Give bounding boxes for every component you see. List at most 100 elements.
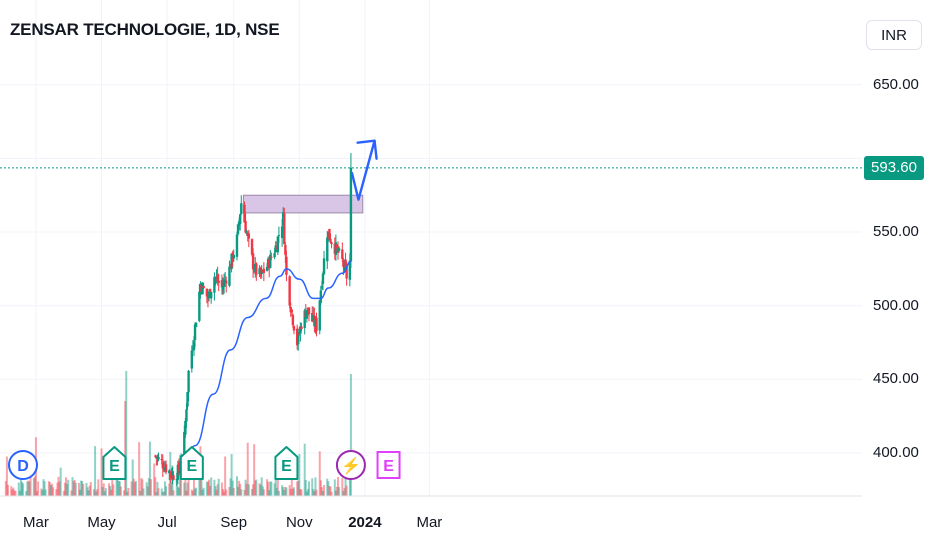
volume-bar xyxy=(202,487,205,496)
volume-bar xyxy=(37,481,40,496)
volume-bar xyxy=(214,486,217,496)
candle-body xyxy=(262,268,266,273)
marker-letter: ⚡ xyxy=(341,456,361,475)
volume-bar xyxy=(47,481,50,496)
volume-bar xyxy=(79,489,82,496)
volume-bar xyxy=(141,479,144,496)
volume-bar xyxy=(268,490,271,496)
volume-bar xyxy=(288,485,291,496)
volume-bar xyxy=(258,483,261,496)
candle-body xyxy=(260,269,263,274)
candle-body xyxy=(303,310,306,329)
earnings-marker[interactable]: E xyxy=(274,446,299,480)
projection-arrow xyxy=(350,139,378,201)
volume-bar xyxy=(321,490,324,496)
candle-body xyxy=(198,291,201,321)
volume-bar xyxy=(208,479,211,496)
volume-bar xyxy=(245,483,248,496)
volume-bar xyxy=(312,489,315,496)
volume-bar xyxy=(222,489,224,496)
volume-bar xyxy=(261,486,264,496)
volume-bar xyxy=(32,478,35,496)
volume-bar xyxy=(190,489,193,496)
candle-body xyxy=(160,458,163,461)
volume-bar xyxy=(119,486,122,496)
volume-bar xyxy=(29,477,32,496)
earnings-marker[interactable]: E xyxy=(102,446,127,480)
candle-body xyxy=(164,464,168,473)
volume-bar xyxy=(95,491,98,496)
earnings-marker[interactable]: E xyxy=(179,446,204,480)
candle-body xyxy=(243,204,246,223)
volume-bar xyxy=(33,476,36,496)
candle-body xyxy=(289,306,292,313)
volume-bar xyxy=(81,480,84,496)
volume-bar xyxy=(86,487,89,496)
volume-bar xyxy=(160,488,163,496)
volume-bar xyxy=(273,483,276,496)
volume-bar xyxy=(235,476,238,496)
flash-marker[interactable]: ⚡ xyxy=(335,450,366,480)
volume-bar xyxy=(66,483,69,496)
volume-bar xyxy=(74,482,77,496)
volume-bar xyxy=(67,479,70,496)
volume-bar xyxy=(175,479,178,496)
volume-bar xyxy=(147,478,150,496)
projection-arrowhead xyxy=(356,139,378,160)
volume-bar xyxy=(247,484,250,496)
volume-bar xyxy=(97,479,100,496)
candle-body xyxy=(255,263,258,275)
candle-body xyxy=(209,291,213,299)
volume-bar xyxy=(344,477,347,496)
candle-body xyxy=(326,237,329,262)
volume-bar xyxy=(177,487,180,496)
volume-bar xyxy=(334,490,337,496)
candle-body xyxy=(297,331,300,345)
volume-bar xyxy=(187,479,190,496)
candle-body xyxy=(205,288,209,297)
volume-bar xyxy=(231,480,234,496)
candle-body xyxy=(334,242,338,255)
candle-body xyxy=(276,236,280,253)
volume-bar xyxy=(134,480,137,496)
volume-bar xyxy=(109,486,112,496)
volume-bar xyxy=(115,476,118,496)
volume-bar xyxy=(342,491,345,496)
volume-bar xyxy=(195,487,198,496)
volume-bar xyxy=(77,482,80,496)
volume-bar xyxy=(240,489,243,496)
candle-body xyxy=(328,228,331,240)
event-markers[interactable]: D E E E ⚡ E xyxy=(8,446,401,480)
marker-house xyxy=(102,446,127,480)
candle-body xyxy=(300,326,303,330)
volume-bar xyxy=(63,482,66,496)
volume-bar xyxy=(85,482,88,496)
candle-body xyxy=(230,253,233,269)
dividend-marker[interactable]: D xyxy=(8,450,38,480)
volume-bar xyxy=(230,454,233,496)
volume-bars xyxy=(4,371,352,496)
volume-bar xyxy=(185,490,188,496)
volume-bar xyxy=(284,486,287,496)
volume-bar xyxy=(277,490,280,496)
resistance-zone xyxy=(242,194,364,214)
candle-body xyxy=(251,253,255,270)
volume-bar xyxy=(25,490,28,496)
earnings-upcoming-marker[interactable]: E xyxy=(376,451,401,479)
time-tick-label: Sep xyxy=(220,514,248,531)
volume-bar xyxy=(163,481,166,496)
candle-body xyxy=(244,221,247,233)
volume-bar xyxy=(338,487,341,496)
candle-body xyxy=(201,283,204,295)
volume-bar xyxy=(318,451,321,496)
candle-body xyxy=(284,244,287,255)
candle-body xyxy=(225,280,228,284)
volume-bar xyxy=(72,481,75,496)
volume-bar xyxy=(308,481,310,496)
volume-bar xyxy=(314,477,317,496)
volume-bar xyxy=(323,485,326,496)
volume-bar xyxy=(57,476,60,496)
volume-bar xyxy=(132,478,135,496)
currency-selector[interactable]: INR xyxy=(866,20,922,50)
